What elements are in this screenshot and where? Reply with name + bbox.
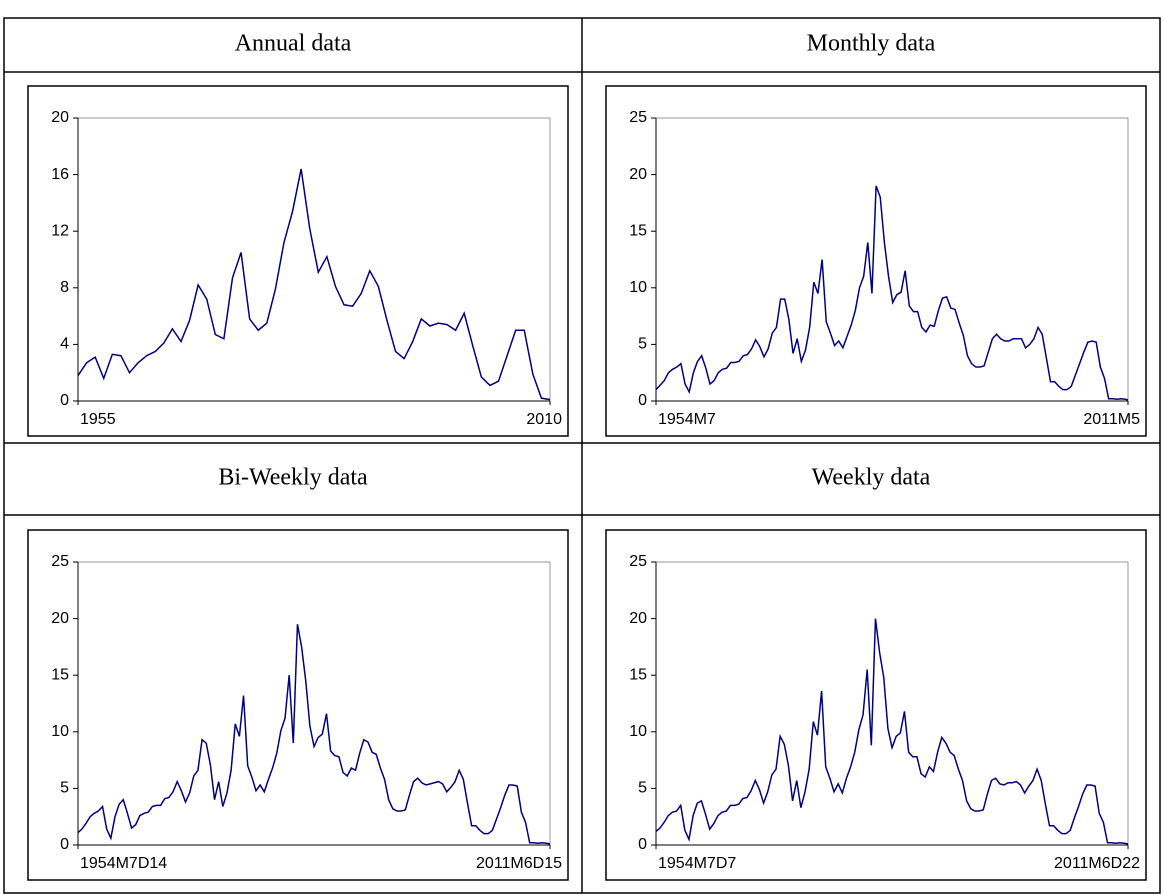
y-tick-label: 16	[51, 166, 69, 183]
y-tick-label: 20	[51, 610, 69, 627]
panel-title: Monthly data	[807, 31, 936, 57]
y-tick-label: 10	[629, 723, 647, 740]
y-tick-label: 0	[638, 836, 647, 853]
plot-border	[656, 117, 1129, 401]
panel-title: Weekly data	[812, 465, 931, 491]
y-tick-label: 0	[60, 392, 69, 409]
y-tick-label: 12	[51, 222, 69, 239]
x-tick-label: 2010	[526, 411, 562, 428]
y-tick-label: 4	[60, 336, 69, 353]
plot-border	[78, 561, 551, 845]
y-tick-label: 20	[629, 166, 647, 183]
data-line	[655, 185, 1129, 401]
y-tick-label: 0	[638, 392, 647, 409]
y-tick-label: 0	[60, 836, 69, 853]
chart-frame	[605, 85, 1147, 437]
chart-frame	[27, 529, 569, 881]
data-line	[655, 618, 1129, 845]
y-tick-label: 10	[629, 279, 647, 296]
plot-border	[656, 561, 1129, 845]
y-tick-label: 25	[629, 553, 647, 570]
y-tick-label: 5	[638, 780, 647, 797]
y-tick-label: 25	[51, 553, 69, 570]
panel-title: Bi-Weekly data	[218, 465, 368, 491]
x-tick-label: 1954M7D14	[80, 855, 167, 872]
y-tick-label: 5	[60, 780, 69, 797]
x-tick-label: 2011M6D22	[1054, 855, 1140, 872]
y-tick-label: 20	[51, 109, 69, 126]
y-tick-label: 25	[629, 109, 647, 126]
plot-border	[78, 117, 551, 401]
table-frame	[3, 17, 1161, 894]
x-tick-label: 2011M6D15	[476, 855, 562, 872]
x-tick-label: 1955	[80, 411, 116, 428]
y-tick-label: 8	[60, 279, 69, 296]
chart-frame	[27, 85, 569, 437]
data-line	[77, 624, 551, 845]
y-tick-label: 15	[629, 222, 647, 239]
y-tick-label: 5	[638, 336, 647, 353]
y-tick-label: 20	[629, 610, 647, 627]
data-line	[77, 168, 551, 401]
panel-title: Annual data	[235, 31, 352, 57]
x-tick-label: 1954M7D7	[658, 855, 736, 872]
chart-frame	[605, 529, 1147, 881]
x-tick-label: 2011M5	[1083, 411, 1140, 428]
y-tick-label: 15	[629, 666, 647, 683]
x-tick-label: 1954M7	[658, 411, 716, 428]
y-tick-label: 15	[51, 666, 69, 683]
y-tick-label: 10	[51, 723, 69, 740]
